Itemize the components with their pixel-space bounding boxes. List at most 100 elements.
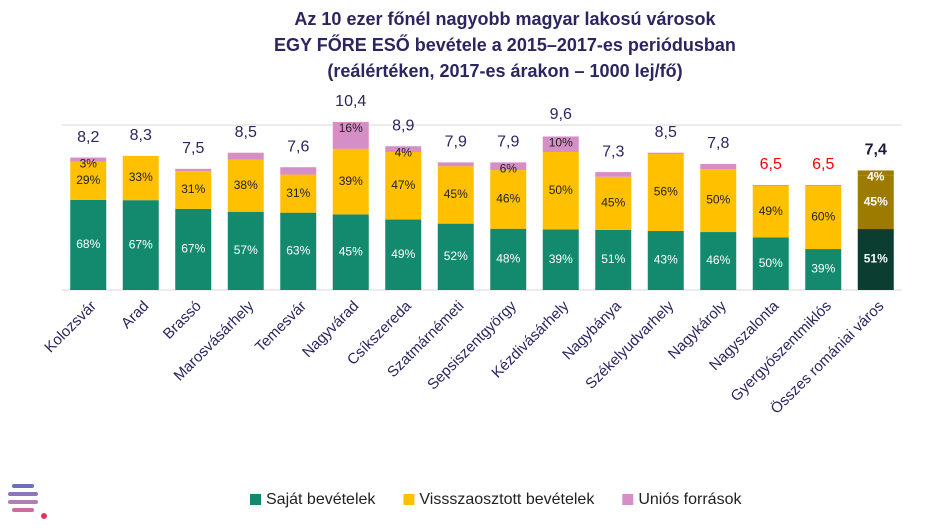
- value-label: 16%: [339, 121, 363, 135]
- bar-segment: [122, 200, 159, 290]
- bar-segment: [385, 151, 422, 220]
- bar-segment: [70, 199, 107, 290]
- value-label: 39%: [339, 174, 363, 188]
- value-label: 47%: [391, 178, 415, 192]
- total-label: 7,4: [865, 142, 887, 159]
- total-label: 8,2: [77, 129, 99, 146]
- bar-segment: [857, 175, 894, 230]
- bar-segment: [227, 152, 264, 160]
- total-label: 7,5: [182, 140, 204, 157]
- total-label: 8,3: [130, 127, 152, 144]
- bar-segment: [175, 208, 212, 290]
- value-label: 51%: [864, 252, 888, 266]
- total-label: 7,9: [497, 134, 519, 151]
- legend-label: Saját bevételek: [266, 491, 376, 508]
- value-label: 67%: [129, 237, 153, 251]
- value-label: 49%: [759, 204, 783, 218]
- value-label: 39%: [811, 262, 835, 276]
- total-label: 6,5: [760, 156, 782, 173]
- value-label: 4%: [395, 145, 413, 159]
- value-label: 3%: [80, 157, 98, 171]
- total-label: 8,9: [392, 117, 414, 134]
- bar-segment: [490, 228, 527, 290]
- bar-segment: [175, 171, 212, 209]
- value-label: 48%: [496, 252, 520, 266]
- value-label: 49%: [391, 247, 415, 261]
- value-label: 38%: [234, 178, 258, 192]
- value-label: 63%: [286, 243, 310, 257]
- value-label: 50%: [549, 183, 573, 197]
- value-label: 50%: [706, 193, 730, 207]
- x-tick-label: Brassó: [160, 298, 205, 343]
- x-tick-label: Székelyudvarhely: [582, 297, 678, 393]
- value-label: 4%: [867, 170, 885, 184]
- bar-segment: [700, 164, 737, 170]
- value-label: 33%: [129, 170, 153, 184]
- legend-label: Vissszaosztott bevételek: [419, 491, 595, 508]
- total-label: 9,6: [550, 106, 572, 123]
- bar-segment: [490, 170, 527, 229]
- value-label: 29%: [76, 173, 100, 187]
- total-label: 7,9: [445, 134, 467, 151]
- bar-segment: [647, 230, 684, 290]
- bar-segment: [595, 229, 632, 290]
- total-label: 6,5: [812, 156, 834, 173]
- value-label: 43%: [654, 253, 678, 267]
- bar-segment: [647, 154, 684, 231]
- bar-segment: [175, 168, 212, 172]
- bar-segment: [437, 166, 474, 224]
- total-label: 7,3: [602, 143, 624, 160]
- bar-segment: [805, 186, 842, 250]
- bar-segment: [857, 229, 894, 290]
- value-label: 68%: [76, 237, 100, 251]
- total-label: 7,8: [707, 135, 729, 152]
- legend-swatch: [250, 494, 261, 505]
- bar-segment: [647, 152, 684, 155]
- chart-title: Az 10 ezer főnél nagyobb magyar lakosú v…: [294, 9, 716, 29]
- bar-segment: [700, 232, 737, 290]
- value-label: 56%: [654, 185, 678, 199]
- bar-segment: [490, 162, 527, 171]
- value-label: 10%: [549, 136, 573, 150]
- x-tick-label: Sepsiszentgyörgy: [424, 297, 520, 393]
- bar-segment: [227, 211, 264, 290]
- bar-segment: [280, 167, 317, 175]
- chart-title: (reálértéken, 2017-es árakon – 1000 lej/…: [327, 61, 682, 81]
- bar-segment: [595, 176, 632, 230]
- legend-swatch: [403, 494, 415, 505]
- value-label: 45%: [339, 244, 363, 258]
- total-label: 8,5: [235, 124, 257, 141]
- value-label: 45%: [864, 194, 888, 208]
- bar-segment: [227, 159, 264, 212]
- bar-segment: [700, 169, 737, 233]
- value-label: 31%: [286, 186, 310, 200]
- value-label: 45%: [444, 187, 468, 201]
- value-label: 67%: [181, 242, 205, 256]
- bar-segment: [280, 212, 317, 290]
- value-label: 57%: [234, 243, 258, 257]
- x-tick-label: Gyergyószentmiklós: [727, 298, 835, 406]
- bar-segment: [542, 136, 579, 152]
- bar-segment: [752, 185, 789, 187]
- bar-segment: [752, 237, 789, 290]
- value-label: 50%: [759, 256, 783, 270]
- bar-segment: [332, 148, 369, 215]
- x-tick-label: Arad: [118, 298, 152, 332]
- bar-segment: [70, 161, 107, 200]
- bar-segment: [542, 151, 579, 230]
- bar-segment: [437, 223, 474, 290]
- total-label: 8,5: [655, 124, 677, 141]
- bar-segment: [437, 162, 474, 167]
- value-label: 39%: [549, 252, 573, 266]
- bar-segment: [332, 122, 369, 149]
- bar-segment: [385, 219, 422, 290]
- value-label: 46%: [496, 192, 520, 206]
- value-label: 6%: [500, 162, 518, 176]
- legend-swatch: [622, 494, 634, 505]
- value-label: 46%: [706, 253, 730, 267]
- bar-segment: [752, 186, 789, 238]
- value-label: 31%: [181, 182, 205, 196]
- bar-segment: [805, 249, 842, 290]
- chart-title: EGY FŐRE ESŐ bevétele a 2015–2017-es per…: [274, 34, 736, 55]
